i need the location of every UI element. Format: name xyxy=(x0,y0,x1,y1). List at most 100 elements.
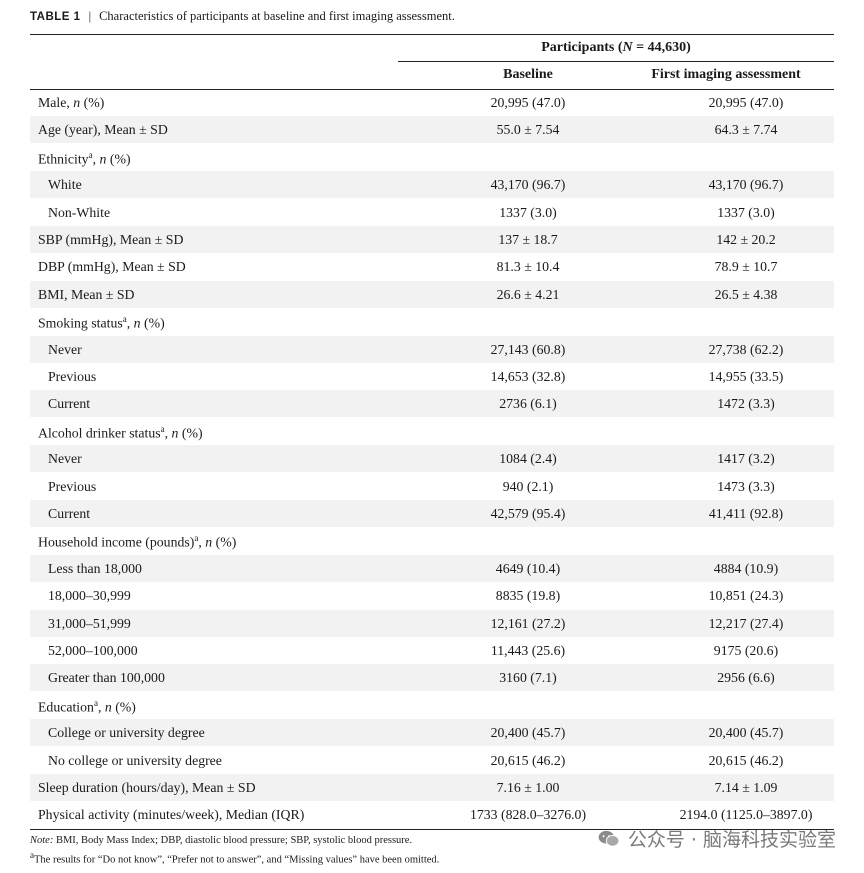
imaging-cell: 43,170 (96.7) xyxy=(708,177,784,193)
table-row: Smoking statusa, n (%) xyxy=(30,308,834,335)
baseline-cell: 43,170 (96.7) xyxy=(490,177,566,193)
imaging-cell: 27,738 (62.2) xyxy=(708,341,784,357)
baseline-cell: 1337 (3.0) xyxy=(499,204,557,220)
column-header-baseline: Baseline xyxy=(503,67,553,82)
table-label: TABLE 1 xyxy=(30,11,81,23)
table-row: Non-White 1337 (3.0) 1337 (3.0) xyxy=(30,199,834,226)
note-label: Note: xyxy=(30,835,54,846)
baseline-cell: 2736 (6.1) xyxy=(499,396,557,412)
row-label: Male, n (%) xyxy=(38,95,105,110)
row-label: College or university degree xyxy=(48,725,205,741)
baseline-cell: 1733 (828.0–3276.0) xyxy=(469,807,587,823)
row-label: 18,000–30,999 xyxy=(48,588,131,604)
baseline-cell: 20,995 (47.0) xyxy=(490,95,566,110)
baseline-cell: 55.0 ± 7.54 xyxy=(496,122,560,138)
baseline-cell: 42,579 (95.4) xyxy=(490,506,566,521)
baseline-cell: 26.6 ± 4.21 xyxy=(496,286,560,302)
table-row: Previous 14,653 (32.8) 14,955 (33.5) xyxy=(30,363,834,390)
table-row: College or university degree 20,400 (45.7… xyxy=(30,719,834,747)
table-row: 31,000–51,999 12,161 (27.2) 12,217 (27.4) xyxy=(30,609,834,637)
imaging-cell: 41,411 (92.8) xyxy=(708,506,784,521)
column-header-imaging: First imaging assessment xyxy=(651,67,801,82)
table-row: No college or university degree 20,615 (4… xyxy=(30,747,834,774)
table-row: Never 1084 (2.4) 1417 (3.2) xyxy=(30,445,834,473)
baseline-cell: 137 ± 18.7 xyxy=(498,232,558,247)
baseline-cell: 27,143 (60.8) xyxy=(490,341,566,357)
table-note: Note: BMI, Body Mass Index; DBP, diastol… xyxy=(30,835,412,846)
imaging-cell: 20,615 (46.2) xyxy=(708,752,784,768)
table-row: Current 2736 (6.1) 1472 (3.3) xyxy=(30,390,834,418)
top-rule xyxy=(30,34,834,35)
table-row: Never 27,143 (60.8) 27,738 (62.2) xyxy=(30,335,834,363)
row-label: Sleep duration (hours/day), Mean ± SD xyxy=(38,780,256,795)
baseline-cell: 4649 (10.4) xyxy=(495,560,561,576)
baseline-cell: 12,161 (27.2) xyxy=(490,615,566,631)
row-label: Household income (pounds)a, n (%) xyxy=(38,533,237,550)
footnote-text: The results for “Do not know”, “Prefer n… xyxy=(34,854,440,866)
imaging-cell: 12,217 (27.4) xyxy=(708,615,784,631)
row-label: DBP (mmHg), Mean ± SD xyxy=(38,259,186,275)
table-row: Current 42,579 (95.4) 41,411 (92.8) xyxy=(30,500,834,527)
imaging-cell: 26.5 ± 4.38 xyxy=(714,286,778,302)
baseline-cell: 20,615 (46.2) xyxy=(490,752,566,768)
table-footnote: aThe results for “Do not know”, “Prefer … xyxy=(30,850,439,866)
bottom-rule xyxy=(30,829,834,830)
imaging-cell: 64.3 ± 7.74 xyxy=(714,122,778,138)
row-label: Current xyxy=(48,506,91,521)
row-label: Never xyxy=(48,341,82,357)
watermark-text: 公众号 · 脑海科技实验室 xyxy=(627,829,836,851)
watermark: 公众号 · 脑海科技实验室 xyxy=(598,825,836,852)
table-row: DBP (mmHg), Mean ± SD 81.3 ± 10.4 78.9 ± 1… xyxy=(30,253,834,280)
baseline-cell: 8835 (19.8) xyxy=(495,588,561,604)
footnote-marker: a xyxy=(30,850,34,860)
row-label: No college or university degree xyxy=(48,752,222,768)
row-label: Educationa, n (%) xyxy=(38,697,136,715)
imaging-cell: 20,995 (47.0) xyxy=(708,95,784,110)
row-label: Previous xyxy=(48,369,97,384)
row-label: Alcohol drinker statusa, n (%) xyxy=(38,423,203,441)
row-label: Never xyxy=(48,451,82,467)
table-row: Alcohol drinker statusa, n (%) xyxy=(30,418,834,445)
imaging-cell: 7.14 ± 1.09 xyxy=(714,780,778,795)
table-row: BMI, Mean ± SD 26.6 ± 4.21 26.5 ± 4.38 xyxy=(30,280,834,308)
imaging-cell: 1337 (3.0) xyxy=(717,204,775,220)
table-row: Less than 18,000 4649 (10.4) 4884 (10.9) xyxy=(30,554,834,582)
row-label: BMI, Mean ± SD xyxy=(38,286,135,302)
table-row: Household income (pounds)a, n (%) xyxy=(30,527,834,554)
baseline-cell: 81.3 ± 10.4 xyxy=(496,259,560,275)
imaging-cell: 78.9 ± 10.7 xyxy=(714,259,778,275)
row-label: SBP (mmHg), Mean ± SD xyxy=(38,232,184,247)
table-row: Greater than 100,000 3160 (7.1) 2956 (6.6) xyxy=(30,664,834,692)
table-caption: TABLE 1 | Characteristics of participants … xyxy=(30,9,455,24)
baseline-cell: 14,653 (32.8) xyxy=(490,369,566,384)
row-label: Age (year), Mean ± SD xyxy=(38,122,168,138)
imaging-cell: 1473 (3.3) xyxy=(717,478,775,494)
table-row: Previous 940 (2.1) 1473 (3.3) xyxy=(30,473,834,500)
caption-separator: | xyxy=(88,9,92,23)
table-row: Physical activity (minutes/week), Median… xyxy=(30,801,834,828)
table-row: Sleep duration (hours/day), Mean ± SD 7.1… xyxy=(30,774,834,801)
baseline-cell: 7.16 ± 1.00 xyxy=(496,780,560,795)
row-label: Physical activity (minutes/week), Median… xyxy=(38,807,305,823)
row-label: Non-White xyxy=(48,204,111,220)
baseline-cell: 20,400 (45.7) xyxy=(490,725,566,741)
imaging-cell: 4884 (10.9) xyxy=(713,560,779,576)
imaging-cell: 2194.0 (1125.0–3897.0) xyxy=(679,807,813,823)
row-label: Less than 18,000 xyxy=(48,560,142,576)
imaging-cell: 2956 (6.6) xyxy=(717,670,775,686)
row-label: Previous xyxy=(48,478,97,494)
imaging-cell: 1472 (3.3) xyxy=(717,396,775,412)
table-row: Age (year), Mean ± SD 55.0 ± 7.54 64.3 ± 7… xyxy=(30,116,834,144)
table-row: SBP (mmHg), Mean ± SD 137 ± 18.7 142 ± 20.… xyxy=(30,226,834,253)
row-label: Greater than 100,000 xyxy=(48,670,165,686)
wechat-icon xyxy=(598,830,620,847)
table-row: Male, n (%) 20,995 (47.0) 20,995 (47.0) xyxy=(30,89,834,116)
row-label: Ethnicitya, n (%) xyxy=(38,149,131,167)
imaging-cell: 142 ± 20.2 xyxy=(716,232,776,247)
row-label: 52,000–100,000 xyxy=(48,643,138,658)
table-title: Characteristics of participants at basel… xyxy=(99,9,455,23)
imaging-cell: 10,851 (24.3) xyxy=(708,588,784,604)
table-row: 18,000–30,999 8835 (19.8) 10,851 (24.3) xyxy=(30,582,834,609)
baseline-cell: 3160 (7.1) xyxy=(499,670,557,686)
row-label: Current xyxy=(48,396,91,412)
